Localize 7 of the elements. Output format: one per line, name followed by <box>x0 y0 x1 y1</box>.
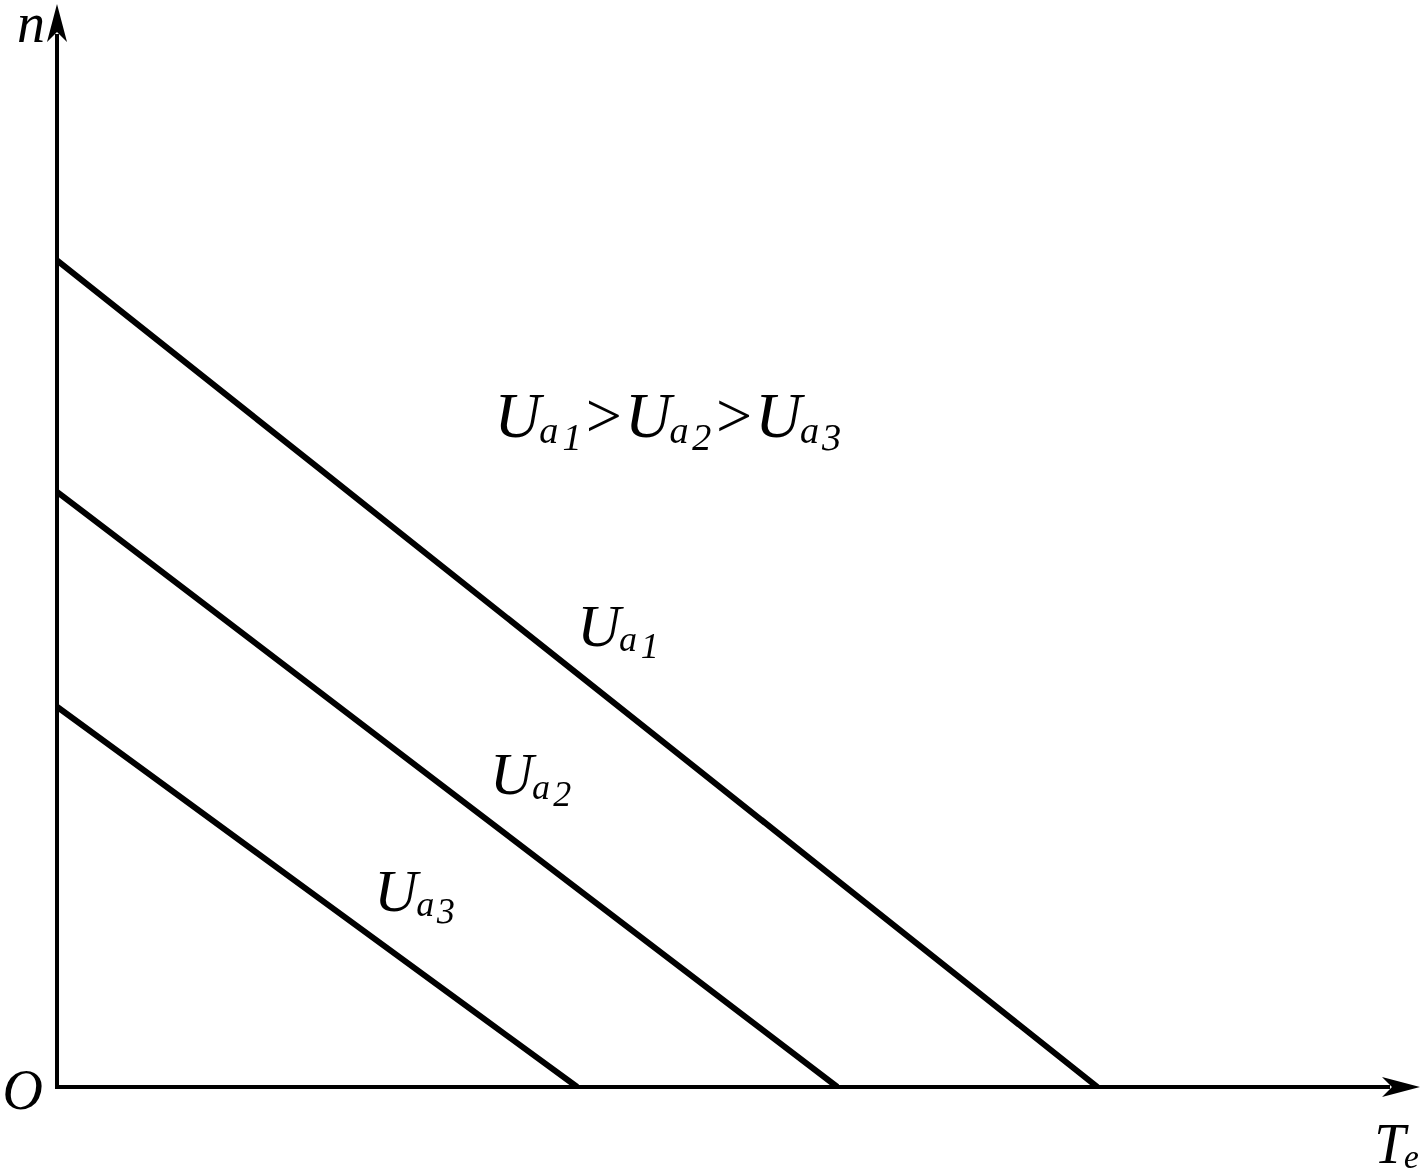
x-axis-title: Tₑ <box>1374 1113 1420 1174</box>
annotation: Uₐ₁>Uₐ₂>Uₐ₃ <box>494 380 843 452</box>
series-label: Uₐ₂ <box>490 741 572 808</box>
text: O <box>2 1059 43 1121</box>
series-label: Uₐ₃ <box>374 857 457 924</box>
y-axis-title: n <box>17 0 45 54</box>
series-label: Uₐ₁ <box>577 592 659 659</box>
